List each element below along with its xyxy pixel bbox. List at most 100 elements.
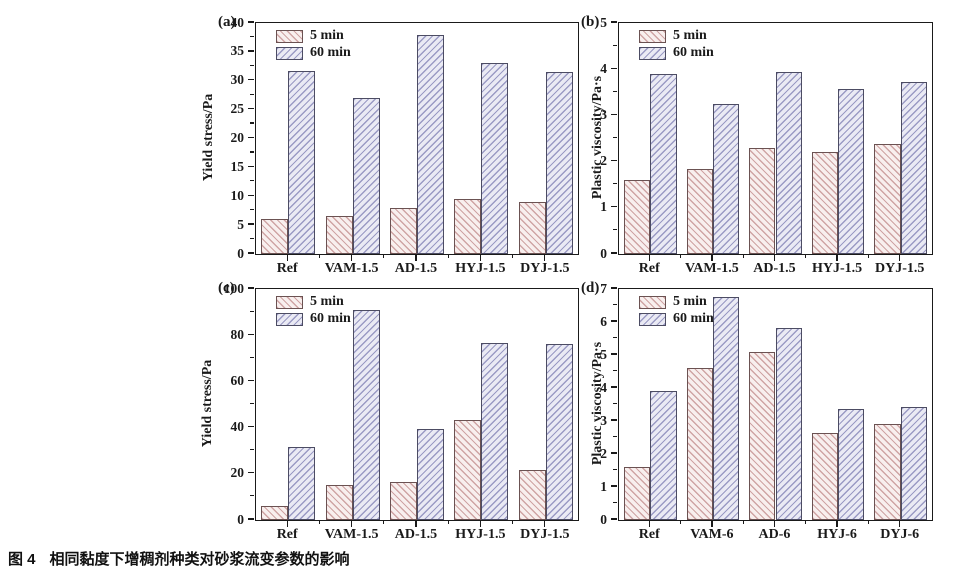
y-tick [610,113,617,116]
y-tick [247,165,254,168]
legend-item-5min: 5 min [639,29,714,43]
bar-5min-AD-6 [749,352,776,520]
x-category-label: DYJ-1.5 [874,261,925,276]
legend-a: 5 min 60 min [276,29,351,63]
y-minor-tick [613,229,617,231]
legend-item-5min: 5 min [276,29,351,43]
legend-swatch-60min [276,312,303,326]
bar-60min-DYJ-6 [900,406,927,520]
x-tick [415,254,417,261]
bar-60min-VAM-1.5 [352,98,380,254]
bar-60min-AD-1.5 [417,34,445,254]
y-tick [610,21,617,23]
y-tick [610,67,617,69]
panel-label-b: (b) [581,14,600,30]
legend-item-60min: 60 min [276,46,351,60]
x-category-label: HYJ-1.5 [455,261,506,276]
legend-label: 5 min [673,28,707,43]
legend-label: 5 min [673,294,707,309]
x-category-label: Ref [638,261,660,276]
plot-area-b: 5 min 60 min [618,22,933,255]
x-tick [350,520,353,527]
x-category-label: Ref [276,527,298,542]
y-tick [610,159,617,162]
x-category-label: DYJ-1.5 [520,261,570,276]
x-category-label: DYJ-1.5 [520,527,570,542]
x-minor-tick [318,520,321,524]
plot-area-a: 5 min 60 min [255,22,579,255]
y-tick-label: 15 [230,158,245,174]
x-category-label: AD-1.5 [394,261,438,276]
y-tick-label: 1 [600,478,607,494]
y-minor-tick [613,303,617,306]
panel-label-d: (d) [581,280,600,296]
y-tick-label: 3 [600,412,607,428]
legend-d: 5 min 60 min [639,295,714,329]
bar-5min-VAM-1.5 [686,169,713,254]
bar-5min-DYJ-1.5 [518,470,546,520]
legend-label: 60 min [673,45,714,60]
bar-60min-DYJ-1.5 [900,82,927,254]
x-category-label: HYJ-1.5 [455,527,506,542]
legend-item-60min: 60 min [276,312,351,326]
x-category-label: AD-1.5 [394,527,438,542]
x-tick [773,520,776,527]
x-category-label: VAM-1.5 [324,261,379,276]
x-minor-tick [679,254,682,258]
figure-caption: 图 4 相同黏度下增稠剂种类对砂浆流变参数的影响 [8,548,350,569]
y-tick [247,287,254,289]
bar-60min-VAM-1.5 [352,309,380,520]
y-tick-label: 3 [600,106,607,122]
y-minor-tick [250,122,254,124]
x-minor-tick [742,254,744,258]
legend-label: 5 min [310,294,344,309]
y-minor-tick [250,35,254,38]
y-tick-label: 0 [237,245,244,261]
y-minor-tick [250,209,254,211]
x-minor-tick [511,254,514,258]
x-category-label: HYJ-1.5 [812,261,863,276]
x-tick [648,520,650,527]
x-tick [544,520,546,527]
y-tick [610,287,617,289]
bar-5min-VAM-1.5 [325,485,353,520]
y-minor-tick [613,90,617,92]
legend-swatch-5min [639,29,666,43]
y-tick-label: 0 [600,245,607,261]
bar-5min-HYJ-1.5 [811,151,839,254]
legend-swatch-5min [639,295,666,309]
legend-item-60min: 60 min [639,312,714,326]
y-minor-tick [613,501,617,504]
x-tick [711,520,713,527]
x-minor-tick [447,254,449,258]
y-tick-label: 40 [230,14,245,30]
legend-swatch-5min [276,295,303,309]
bar-5min-AD-1.5 [389,208,417,254]
y-tick-label: 20 [230,465,245,481]
x-category-label: VAM-1.5 [324,527,379,542]
x-minor-tick [867,520,870,524]
y-tick-label: 0 [600,511,607,527]
legend-swatch-60min [639,312,666,326]
panel-label-c: (c) [218,280,235,296]
bar-60min-HYJ-6 [838,409,865,520]
y-tick [610,485,617,487]
legend-swatch-5min [276,29,303,43]
x-tick [836,254,838,261]
y-tick-label: 35 [230,43,245,59]
y-minor-tick [613,183,617,185]
bar-5min-VAM-6 [686,367,713,520]
y-minor-tick [250,310,254,312]
bar-60min-DYJ-1.5 [545,344,573,520]
y-tick-label: 1 [600,199,607,215]
y-tick [610,386,617,388]
x-tick [836,520,838,527]
y-tick [247,21,254,23]
y-minor-tick [613,402,617,405]
y-tick-label: 60 [230,372,245,388]
y-tick [610,206,617,208]
x-tick [899,520,901,527]
x-category-label: VAM-6 [690,527,734,542]
y-tick-label: 10 [230,187,245,203]
x-minor-tick [318,254,321,258]
